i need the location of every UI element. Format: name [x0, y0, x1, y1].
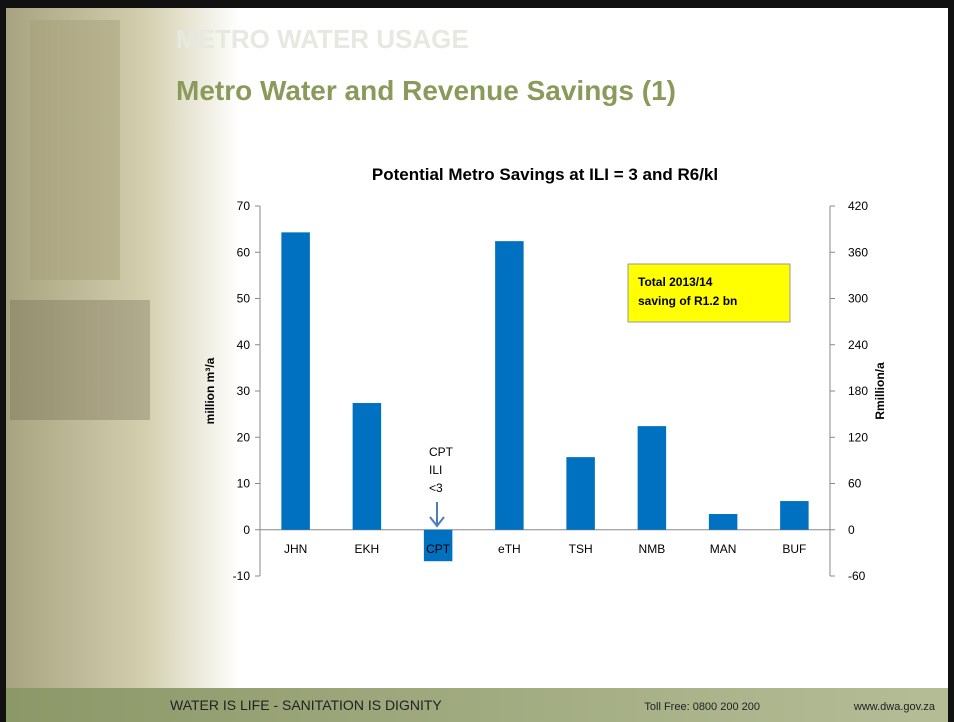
section-title: METRO WATER USAGE [176, 24, 469, 54]
y2-tick-label: 300 [848, 292, 868, 306]
bar [780, 501, 809, 530]
y2-tick-label: 420 [848, 199, 868, 213]
annotation-text: ILI [429, 463, 442, 477]
annotation-text: <3 [429, 481, 443, 495]
footer-bar [6, 688, 948, 722]
x-tick-label: JHN [284, 542, 307, 556]
x-tick-label: BUF [782, 542, 806, 556]
bar [638, 426, 667, 530]
y2-tick-label: 360 [848, 245, 868, 259]
x-tick-label: NMB [639, 542, 666, 556]
y2-axis-label: Rmillion/a [873, 362, 887, 420]
footer-phone: Toll Free: 0800 200 200 [644, 701, 760, 713]
footer-slogan: WATER IS LIFE - SANITATION IS DIGNITY [170, 697, 442, 713]
annotation-text: saving of R1.2 bn [638, 294, 737, 308]
y2-tick-label: -60 [848, 569, 866, 583]
y2-tick-label: 60 [848, 477, 862, 491]
chart-title: Potential Metro Savings at ILI = 3 and R… [372, 165, 718, 184]
building-block [10, 300, 150, 420]
y-tick-label: 50 [237, 292, 251, 306]
bar [495, 241, 524, 530]
left-border [0, 0, 6, 722]
y-tick-label: 40 [237, 338, 251, 352]
x-tick-label: EKH [355, 542, 380, 556]
annotation-box [628, 264, 790, 322]
y2-tick-label: 0 [848, 523, 855, 537]
x-tick-label: TSH [569, 542, 593, 556]
slide: METRO WATER USAGE Metro Water and Revenu… [0, 0, 954, 722]
y-tick-label: 20 [237, 430, 251, 444]
y-tick-label: 60 [237, 245, 251, 259]
x-tick-label: MAN [710, 542, 737, 556]
y-tick-label: 30 [237, 384, 251, 398]
y-tick-label: -10 [233, 569, 251, 583]
y2-tick-label: 180 [848, 384, 868, 398]
x-tick-label: CPT [426, 542, 451, 556]
y-tick-label: 10 [237, 477, 251, 491]
y-tick-label: 70 [237, 199, 251, 213]
bar [281, 232, 310, 529]
slide-title: Metro Water and Revenue Savings (1) [176, 75, 676, 106]
y-axis-label: million m³/a [203, 357, 217, 424]
building-block [30, 20, 120, 280]
x-tick-label: eTH [498, 542, 521, 556]
annotation-text: CPT [429, 445, 454, 459]
y2-tick-label: 240 [848, 338, 868, 352]
top-bar [0, 0, 954, 8]
footer-web: www.dwa.gov.za [853, 701, 936, 713]
annotation-text: Total 2013/14 [638, 275, 713, 289]
y2-tick-label: 120 [848, 430, 868, 444]
right-border [948, 0, 954, 722]
bar [353, 403, 382, 530]
y-tick-label: 0 [243, 523, 250, 537]
bar [709, 514, 738, 530]
bar [566, 457, 595, 530]
